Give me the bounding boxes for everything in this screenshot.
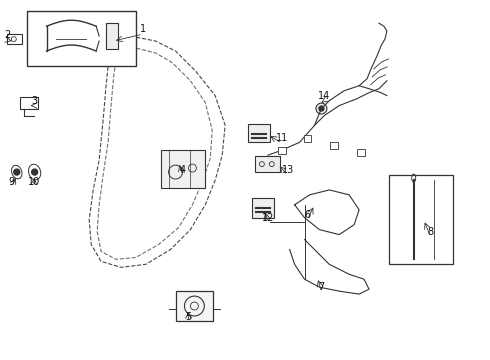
Text: 12: 12	[262, 213, 274, 223]
Bar	[248, 125, 270, 142]
Bar	[175, 291, 213, 321]
Text: 11: 11	[275, 133, 288, 143]
Text: 9: 9	[9, 177, 15, 187]
Ellipse shape	[28, 164, 41, 180]
Text: 13: 13	[282, 165, 294, 175]
Text: 3: 3	[31, 96, 38, 105]
Circle shape	[32, 169, 38, 175]
Bar	[330, 142, 338, 149]
Text: 7: 7	[318, 282, 324, 292]
Bar	[7, 34, 22, 44]
Bar	[278, 147, 286, 154]
Circle shape	[14, 169, 20, 175]
Ellipse shape	[12, 165, 22, 179]
Text: 8: 8	[427, 226, 434, 237]
Text: 10: 10	[27, 177, 40, 187]
Text: 2: 2	[5, 30, 11, 40]
Text: 6: 6	[304, 210, 311, 220]
Bar	[303, 135, 312, 142]
Bar	[161, 150, 205, 188]
Bar	[252, 198, 274, 218]
Text: 1: 1	[140, 24, 146, 34]
Bar	[357, 149, 365, 156]
Bar	[106, 23, 118, 49]
Bar	[255, 156, 280, 172]
Text: 4: 4	[179, 165, 186, 175]
Circle shape	[316, 103, 327, 114]
Circle shape	[319, 106, 324, 111]
Bar	[389, 175, 453, 264]
Bar	[26, 11, 136, 66]
Text: 14: 14	[318, 91, 331, 101]
Text: 5: 5	[185, 312, 192, 322]
Bar	[20, 96, 38, 109]
